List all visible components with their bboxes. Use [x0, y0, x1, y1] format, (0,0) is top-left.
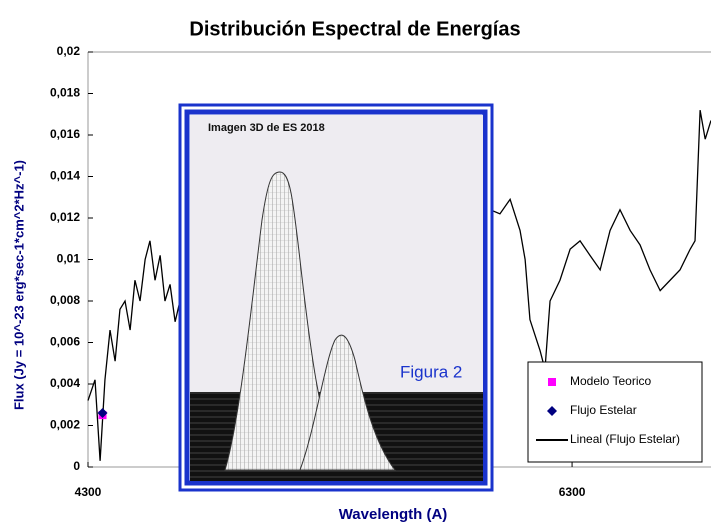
y-tick-label: 0,016: [50, 127, 80, 141]
x-axis-label: Wavelength (A): [339, 506, 448, 523]
marker: [548, 378, 556, 386]
x-tick-label: 6300: [559, 485, 586, 499]
y-tick-label: 0: [73, 459, 80, 473]
x-tick-label: 4300: [75, 485, 102, 499]
y-tick-label: 0,01: [57, 252, 81, 266]
chart: Distribución Espectral de Energías Wavel…: [0, 0, 711, 525]
legend-label: Flujo Estelar: [570, 403, 637, 417]
y-tick-label: 0,02: [57, 44, 81, 58]
chart-title: Distribución Espectral de Energías: [189, 18, 520, 40]
inset-title: Imagen 3D de ES 2018: [208, 122, 325, 134]
y-tick-label: 0,012: [50, 210, 80, 224]
legend-label: Modelo Teorico: [570, 374, 651, 388]
inset-image: Imagen 3D de ES 2018 Figura 2: [180, 105, 492, 490]
y-tick-label: 0,008: [50, 293, 80, 307]
y-tick-label: 0,004: [50, 376, 80, 390]
y-axis-label: Flux (Jy = 10^-23 erg*sec-1*cm^2*Hz^-1): [11, 160, 26, 410]
y-tick-label: 0,018: [50, 86, 80, 100]
legend-label: Lineal (Flujo Estelar): [570, 432, 680, 446]
y-tick-label: 0,014: [50, 169, 80, 183]
y-tick-label: 0,006: [50, 335, 80, 349]
inset-label: Figura 2: [400, 362, 462, 381]
y-tick-label: 0,002: [50, 418, 80, 432]
